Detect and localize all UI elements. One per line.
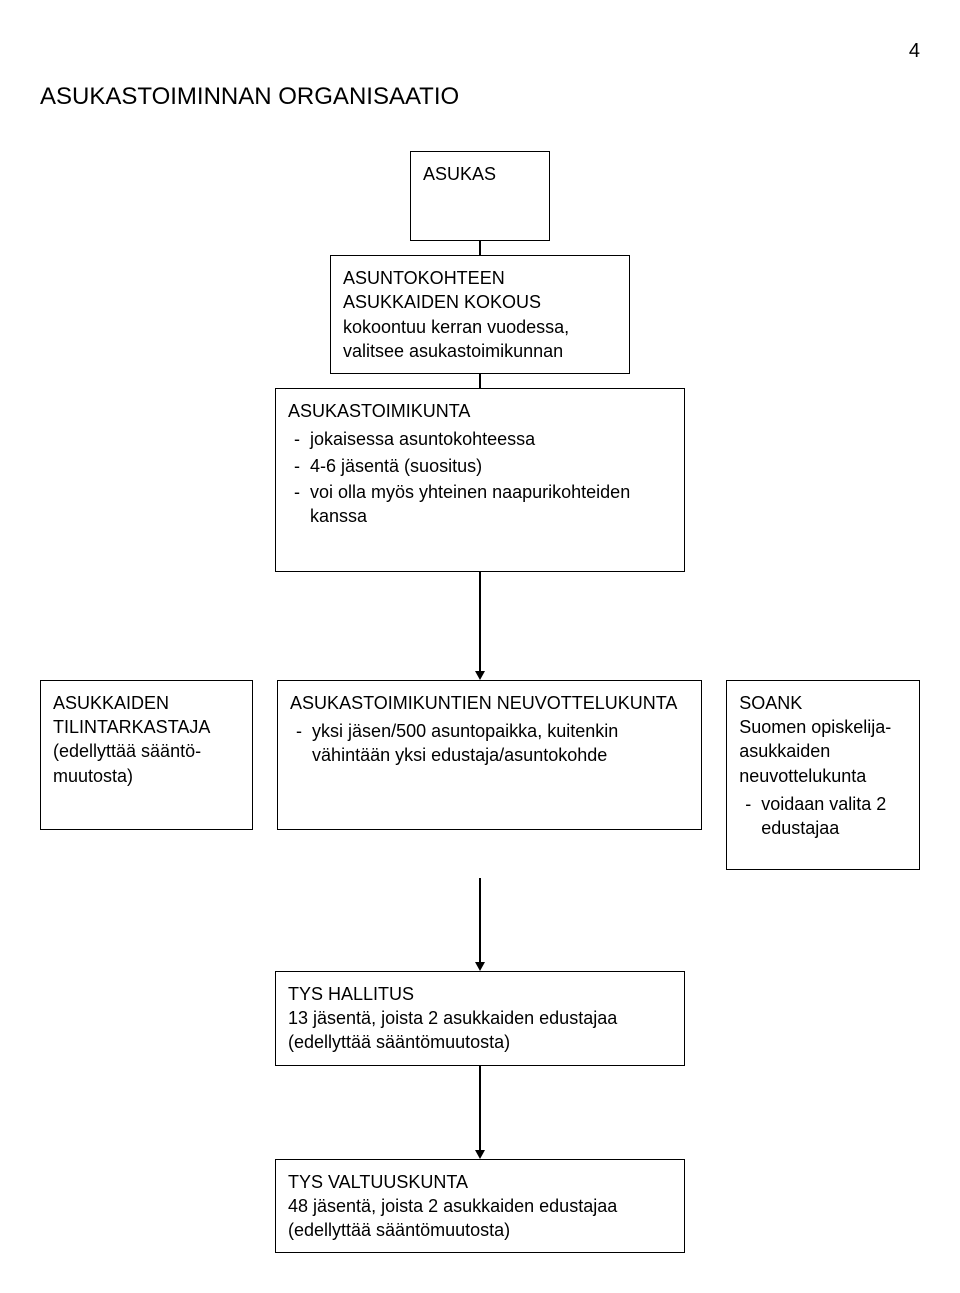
- arrow-head-icon: [475, 962, 485, 971]
- list-item: 4-6 jäsentä (suositus): [288, 454, 672, 478]
- box-toimikunta-list: jokaisessa asuntokohteessa 4-6 jäsentä (…: [288, 427, 672, 528]
- box-kokous: ASUNTOKOHTEEN ASUKKAIDEN KOKOUS kokoontu…: [330, 255, 630, 374]
- list-item: voi olla myös yhteinen naapurikohteiden …: [288, 480, 672, 529]
- arrow-line: [479, 1066, 481, 1151]
- box-kokous-title: ASUNTOKOHTEEN ASUKKAIDEN KOKOUS: [343, 266, 617, 315]
- box-valtuuskunta-title: TYS VALTUUSKUNTA: [288, 1170, 672, 1194]
- box-hallitus-note: (edellyttää sääntömuutosta): [288, 1030, 672, 1054]
- arrow-head-icon: [475, 671, 485, 680]
- box-toimikunta-title: ASUKASTOIMIKUNTA: [288, 399, 672, 423]
- arrow-down: [475, 572, 485, 680]
- list-item: jokaisessa asuntokohteessa: [288, 427, 672, 451]
- box-neuvottelukunta-list: yksi jäsen/500 asuntopaikka, kuitenkin v…: [290, 719, 689, 768]
- box-hallitus: TYS HALLITUS 13 jäsentä, joista 2 asukka…: [275, 971, 685, 1066]
- box-kokous-line1: kokoontuu kerran vuodessa,: [343, 315, 617, 339]
- row-three-boxes: ASUKKAIDEN TILINTARKASTAJA (edellyttää s…: [40, 680, 920, 870]
- box-neuvottelukunta-title: ASUKASTOIMIKUNTIEN NEUVOTTELUKUNTA: [290, 691, 689, 715]
- box-hallitus-line: 13 jäsentä, joista 2 asukkaiden edustaja…: [288, 1006, 672, 1030]
- arrow-down: [475, 1066, 485, 1159]
- box-hallitus-title: TYS HALLITUS: [288, 982, 672, 1006]
- box-asukas-title: ASUKAS: [423, 162, 496, 186]
- box-soank: SOANK Suomen opiskelija-asukkaiden neuvo…: [726, 680, 920, 870]
- list-item: yksi jäsen/500 asuntopaikka, kuitenkin v…: [290, 719, 689, 768]
- box-soank-list: voidaan valita 2 edustajaa: [739, 792, 907, 841]
- box-soank-title: SOANK: [739, 691, 907, 715]
- arrow-line: [479, 572, 481, 672]
- connector: [479, 374, 481, 388]
- diagram-root: ASUKAS ASUNTOKOHTEEN ASUKKAIDEN KOKOUS k…: [40, 151, 920, 1253]
- box-asukas: ASUKAS: [410, 151, 550, 241]
- arrow-down: [475, 878, 485, 971]
- box-kokous-line2: valitsee asukastoimikunnan: [343, 339, 617, 363]
- list-item: voidaan valita 2 edustajaa: [739, 792, 907, 841]
- box-tilintarkastaja-note: (edellyttää sääntö-muutosta): [53, 739, 240, 788]
- box-valtuuskunta-note: (edellyttää sääntömuutosta): [288, 1218, 672, 1242]
- box-soank-line2: neuvottelukunta: [739, 764, 907, 788]
- box-toimikunta: ASUKASTOIMIKUNTA jokaisessa asuntokohtee…: [275, 388, 685, 571]
- page-number: 4: [40, 40, 920, 63]
- page-title: ASUKASTOIMINNAN ORGANISAATIO: [40, 83, 920, 111]
- arrow-head-icon: [475, 1150, 485, 1159]
- box-valtuuskunta: TYS VALTUUSKUNTA 48 jäsentä, joista 2 as…: [275, 1159, 685, 1254]
- box-neuvottelukunta: ASUKASTOIMIKUNTIEN NEUVOTTELUKUNTA yksi …: [277, 680, 702, 830]
- box-soank-line1: Suomen opiskelija-asukkaiden: [739, 715, 907, 764]
- arrow-line: [479, 878, 481, 963]
- box-tilintarkastaja-title: ASUKKAIDEN TILINTARKASTAJA: [53, 691, 240, 740]
- box-tilintarkastaja: ASUKKAIDEN TILINTARKASTAJA (edellyttää s…: [40, 680, 253, 830]
- connector: [479, 241, 481, 255]
- box-valtuuskunta-line: 48 jäsentä, joista 2 asukkaiden edustaja…: [288, 1194, 672, 1218]
